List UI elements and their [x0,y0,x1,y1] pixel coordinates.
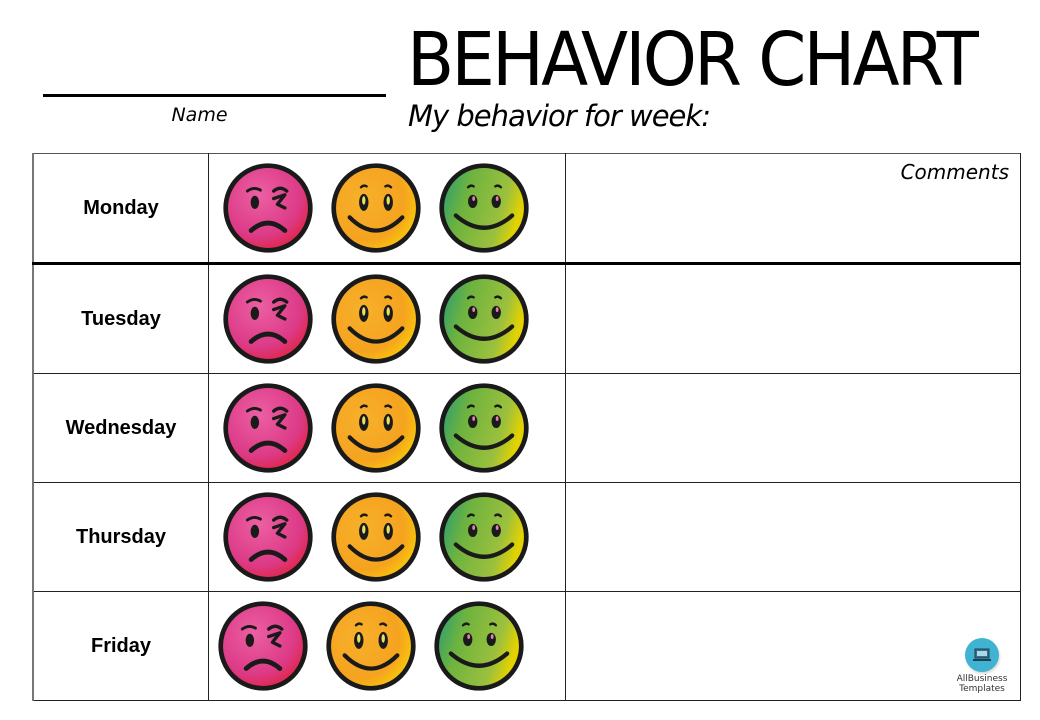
laptop-icon [965,638,999,672]
face-options [208,591,566,701]
sad-face-icon[interactable] [221,161,315,255]
day-label: Friday [32,591,209,701]
week-subtitle: My behavior for week: [408,99,711,133]
face-options [208,482,566,592]
page-title: BEHAVIOR CHART [407,17,979,103]
table-row: Monday Comments [32,153,1021,265]
day-label: Thursday [32,482,209,592]
comments-cell[interactable] [565,373,1021,483]
name-input-line[interactable] [43,94,386,97]
comments-cell[interactable] [565,482,1021,592]
behavior-table: Monday Comments Tuesday Wednesday [32,153,1021,701]
smile-face-icon[interactable] [437,161,531,255]
table-row: Thursday [32,482,1021,592]
smile-face-icon[interactable] [437,490,531,584]
happy-face-icon[interactable] [324,599,418,693]
smile-face-icon[interactable] [437,272,531,366]
sad-face-icon[interactable] [221,381,315,475]
name-label: Name [171,104,228,126]
comments-cell[interactable]: AllBusiness Templates [565,591,1021,701]
sad-face-icon[interactable] [216,599,310,693]
face-options [208,373,566,483]
day-label: Monday [32,153,209,265]
day-label: Tuesday [32,263,209,374]
comments-cell[interactable]: Comments [565,153,1021,265]
sad-face-icon[interactable] [221,272,315,366]
sad-face-icon[interactable] [221,490,315,584]
face-options [208,153,566,265]
happy-face-icon[interactable] [329,381,423,475]
smile-face-icon[interactable] [432,599,526,693]
allbusiness-logo: AllBusiness Templates [952,638,1012,694]
comments-header: Comments [900,160,1009,184]
happy-face-icon[interactable] [329,161,423,255]
table-row: Friday AllBusiness Templates [32,591,1021,701]
happy-face-icon[interactable] [329,272,423,366]
face-options [208,263,566,374]
table-row: Wednesday [32,373,1021,483]
logo-text-line2: Templates [959,684,1005,694]
comments-cell[interactable] [565,263,1021,374]
table-row: Tuesday [32,263,1021,374]
happy-face-icon[interactable] [329,490,423,584]
logo-text-line1: AllBusiness [956,674,1008,684]
day-label: Wednesday [32,373,209,483]
smile-face-icon[interactable] [437,381,531,475]
